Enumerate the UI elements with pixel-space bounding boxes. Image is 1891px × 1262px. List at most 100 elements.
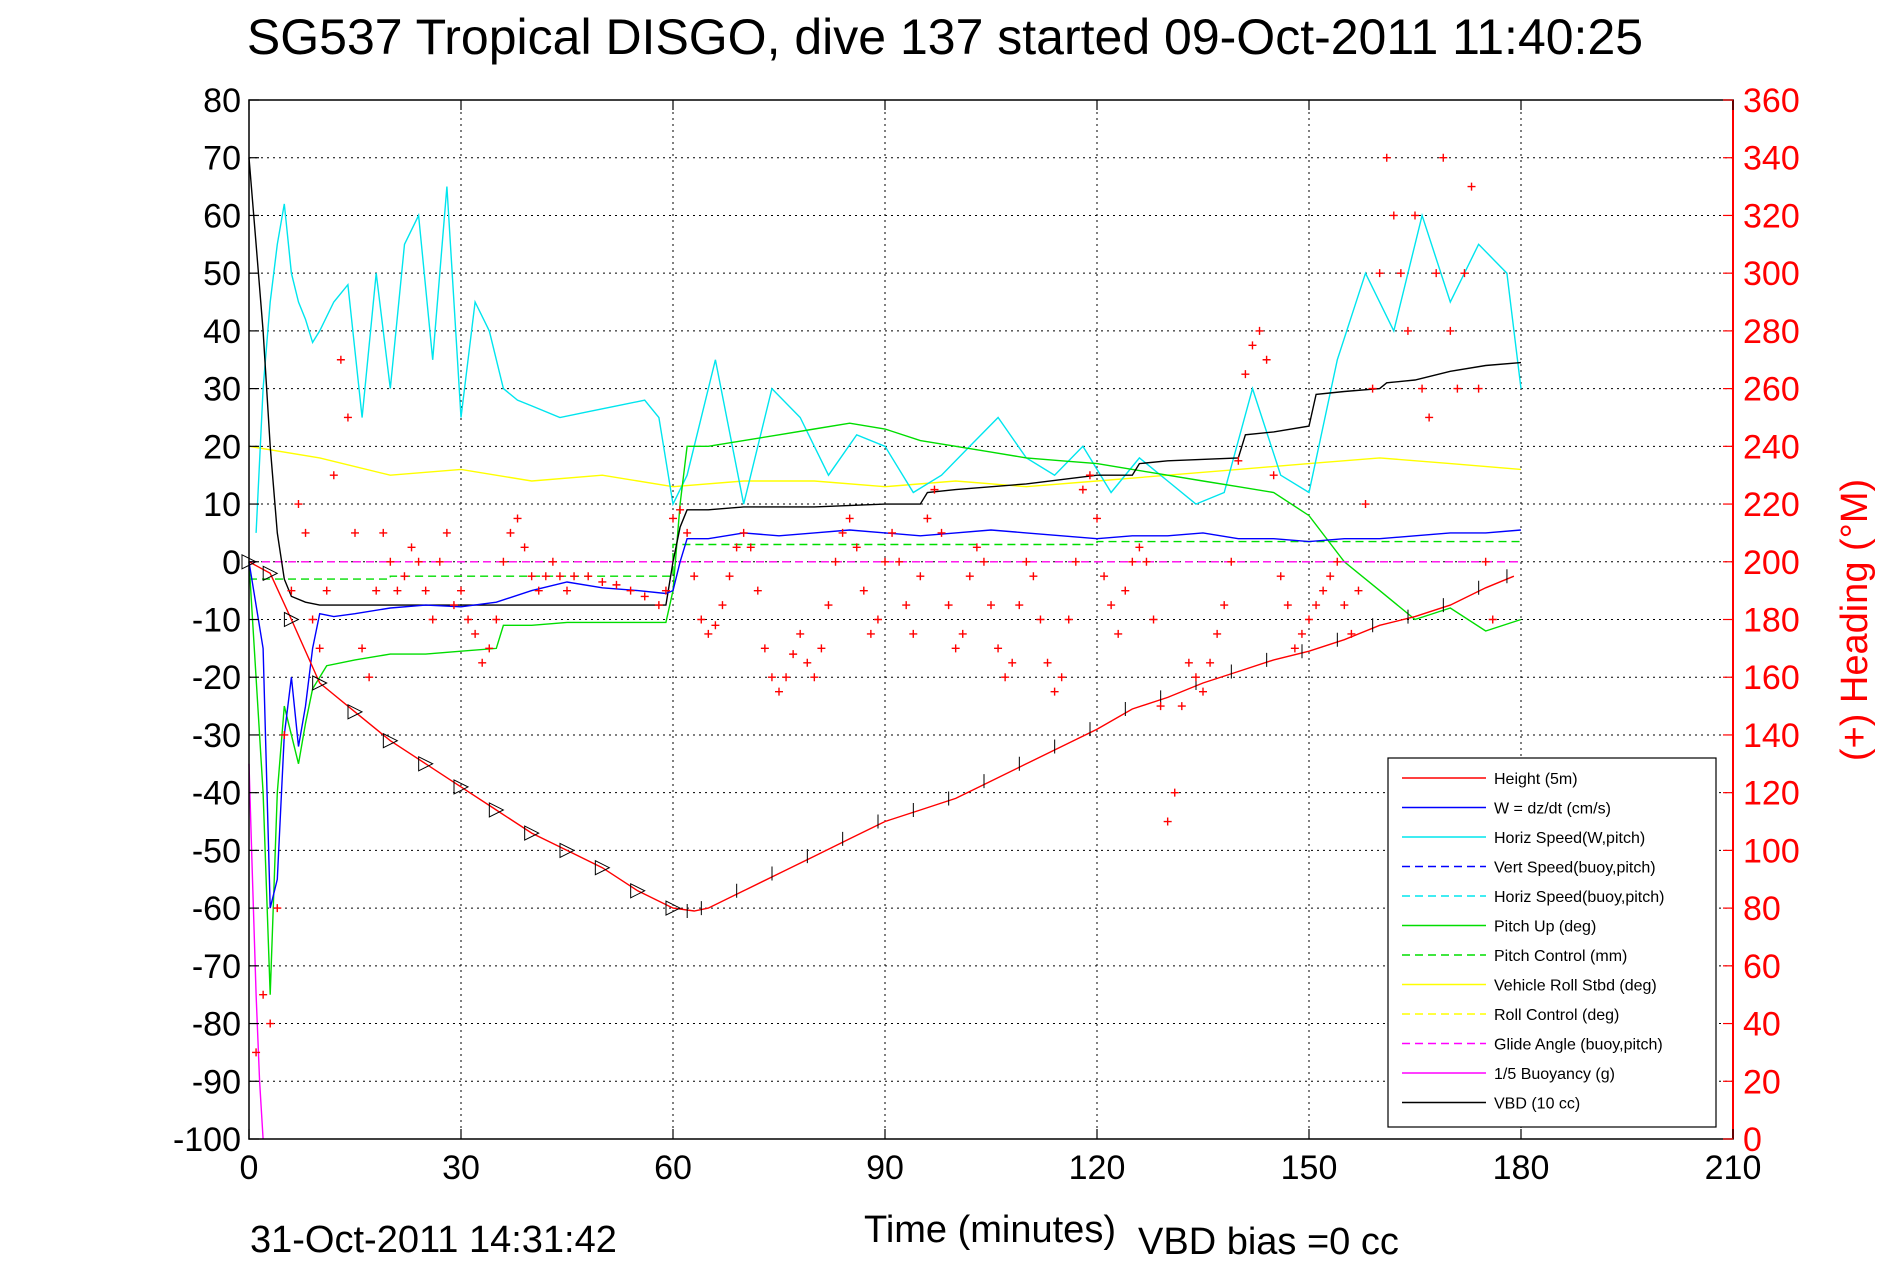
heading-point	[534, 586, 543, 595]
right-y-tick-label: 360	[1743, 82, 1800, 120]
heading-point	[471, 629, 480, 638]
heading-point	[838, 528, 847, 537]
heading-point	[753, 586, 762, 595]
heading-point	[1029, 572, 1038, 581]
heading-point	[1283, 601, 1292, 610]
heading-point	[555, 572, 564, 581]
right-y-tick-label: 280	[1743, 313, 1800, 351]
series-line	[248, 157, 1522, 606]
y-tick-label: 20	[203, 428, 241, 466]
heading-point	[732, 543, 741, 552]
heading-point	[520, 543, 529, 552]
right-y-tick-label: 340	[1743, 140, 1800, 178]
heading-point	[676, 505, 685, 514]
axis-ticks: 0 30 60 90 120 150 180 21080706050403020100-10-…	[173, 82, 1800, 1187]
heading-point	[287, 586, 296, 595]
heading-point	[1085, 471, 1094, 480]
right-y-tick-label: 240	[1743, 428, 1800, 466]
legend-box	[1387, 757, 1717, 1128]
heading-point	[1248, 341, 1257, 350]
right-y-tick-label: 260	[1743, 371, 1800, 409]
heading-point	[527, 572, 536, 581]
legend-label: Roll Control (deg)	[1494, 1007, 1619, 1024]
heading-point	[1206, 658, 1215, 667]
heading-point	[372, 586, 381, 595]
heading-point	[1326, 572, 1335, 581]
heading-point	[1333, 557, 1342, 566]
heading-point	[612, 580, 621, 589]
heading-point	[626, 586, 635, 595]
heading-point	[343, 413, 352, 422]
series-line	[248, 445, 1522, 488]
heading-point	[506, 528, 515, 537]
y-tick-label: 30	[203, 371, 241, 409]
heading-point	[767, 673, 776, 682]
heading-point	[1269, 471, 1278, 480]
heading-point	[824, 601, 833, 610]
heading-point	[598, 577, 607, 586]
series-line	[255, 186, 1522, 533]
heading-point	[654, 601, 663, 610]
heading-point	[308, 615, 317, 624]
right-y-axis-label: (+) Heading (°M)	[1834, 479, 1876, 761]
heading-point	[994, 644, 1003, 653]
heading-point	[909, 629, 918, 638]
heading-point	[1001, 673, 1010, 682]
heading-point	[1227, 557, 1236, 566]
heading-point	[492, 615, 501, 624]
heading-point	[782, 673, 791, 682]
heading-point	[704, 629, 713, 638]
heading-point	[351, 528, 359, 537]
heading-point	[1213, 629, 1222, 638]
legend-label: Vert Speed(buoy,pitch)	[1494, 860, 1656, 877]
right-y-tick-label: 160	[1743, 659, 1800, 697]
heading-point	[1354, 586, 1363, 595]
heading-point	[280, 730, 289, 739]
right-y-tick-label: 60	[1743, 948, 1781, 986]
heading-point	[930, 485, 939, 494]
heading-point	[1347, 629, 1356, 638]
heading-point	[881, 557, 889, 566]
heading-point	[315, 644, 324, 653]
heading-point	[1008, 658, 1017, 667]
x-tick-label: 150	[1281, 1149, 1338, 1187]
heading-point	[358, 644, 367, 653]
x-tick-label: 0	[240, 1149, 259, 1187]
heading-point	[958, 629, 967, 638]
right-y-tick-label: 300	[1743, 255, 1800, 293]
heading-point	[252, 1048, 261, 1057]
heading-point	[796, 629, 805, 638]
heading-point	[428, 615, 437, 624]
y-tick-label: -20	[192, 659, 241, 697]
right-y-tick-label: 80	[1743, 890, 1781, 928]
heading-point	[1100, 572, 1109, 581]
heading-point	[513, 514, 522, 523]
legend-label: 1/5 Buoyancy (g)	[1494, 1066, 1615, 1083]
heading-point	[1340, 601, 1349, 610]
height-marker	[524, 825, 540, 841]
heading-point	[329, 471, 338, 480]
heading-point	[584, 572, 593, 581]
heading-point	[1163, 817, 1172, 826]
heading-point	[944, 601, 953, 610]
chart-title: SG537 Tropical DISGO, dive 137 started 0…	[247, 9, 1643, 65]
legend-label: Horiz Speed(W,pitch)	[1494, 830, 1645, 847]
y-tick-label: -100	[173, 1121, 241, 1159]
y-tick-label: 0	[222, 544, 241, 582]
heading-point	[1057, 673, 1066, 682]
heading-point	[449, 601, 458, 610]
heading-point	[1312, 601, 1321, 610]
y-tick-label: -60	[192, 890, 241, 928]
heading-point	[1220, 601, 1229, 610]
x-axis-label: Time (minutes)	[864, 1209, 1116, 1251]
right-y-tick-label: 20	[1743, 1063, 1781, 1101]
x-tick-label: 60	[654, 1149, 692, 1187]
right-y-tick-label: 320	[1743, 197, 1800, 235]
heading-point	[1432, 269, 1441, 278]
heading-point	[1050, 687, 1059, 696]
heading-point	[336, 355, 345, 364]
heading-point	[972, 543, 981, 552]
heading-point	[400, 572, 409, 581]
heading-point	[570, 572, 579, 581]
